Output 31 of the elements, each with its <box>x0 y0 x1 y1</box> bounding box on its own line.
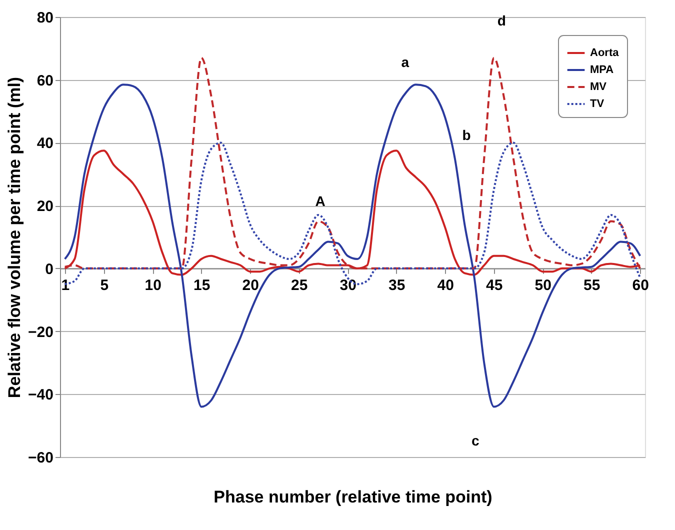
x-axis-title: Phase number (relative time point) <box>214 488 492 506</box>
legend-label: MPA <box>590 64 614 76</box>
y-tick-label: −60 <box>28 450 54 466</box>
x-tick-label: 35 <box>388 276 406 294</box>
legend-label: TV <box>590 98 605 110</box>
x-tick-label: 5 <box>100 276 109 294</box>
y-tick-label: −40 <box>28 386 54 404</box>
annotation: c <box>471 432 480 449</box>
x-tick-label: 55 <box>584 276 600 294</box>
y-tick-label: 20 <box>36 198 54 216</box>
y-tick-label: 60 <box>36 72 54 90</box>
x-tick-label: 40 <box>437 276 454 294</box>
y-tick-label: −20 <box>28 324 54 341</box>
x-tick-label: 25 <box>291 276 308 294</box>
annotation: d <box>497 12 506 28</box>
x-tick-label: 20 <box>242 276 259 294</box>
x-tick-label: 50 <box>534 276 552 294</box>
y-tick-label: 80 <box>36 10 54 26</box>
annotation: b <box>462 126 471 143</box>
y-tick-label: 40 <box>36 135 54 152</box>
x-tick-label: 10 <box>144 276 162 294</box>
annotation: A <box>315 192 326 209</box>
x-tick-label: 30 <box>340 276 356 294</box>
x-tick-label: 60 <box>632 276 649 294</box>
y-tick-label: 0 <box>45 260 54 278</box>
x-tick-label: 15 <box>194 276 210 294</box>
annotation: a <box>401 54 410 70</box>
y-axis-title: Relative flow volume per time point (ml) <box>5 76 24 398</box>
legend-label: MV <box>590 81 608 93</box>
legend-label: Aorta <box>590 47 620 59</box>
x-tick-label: 45 <box>486 276 503 294</box>
